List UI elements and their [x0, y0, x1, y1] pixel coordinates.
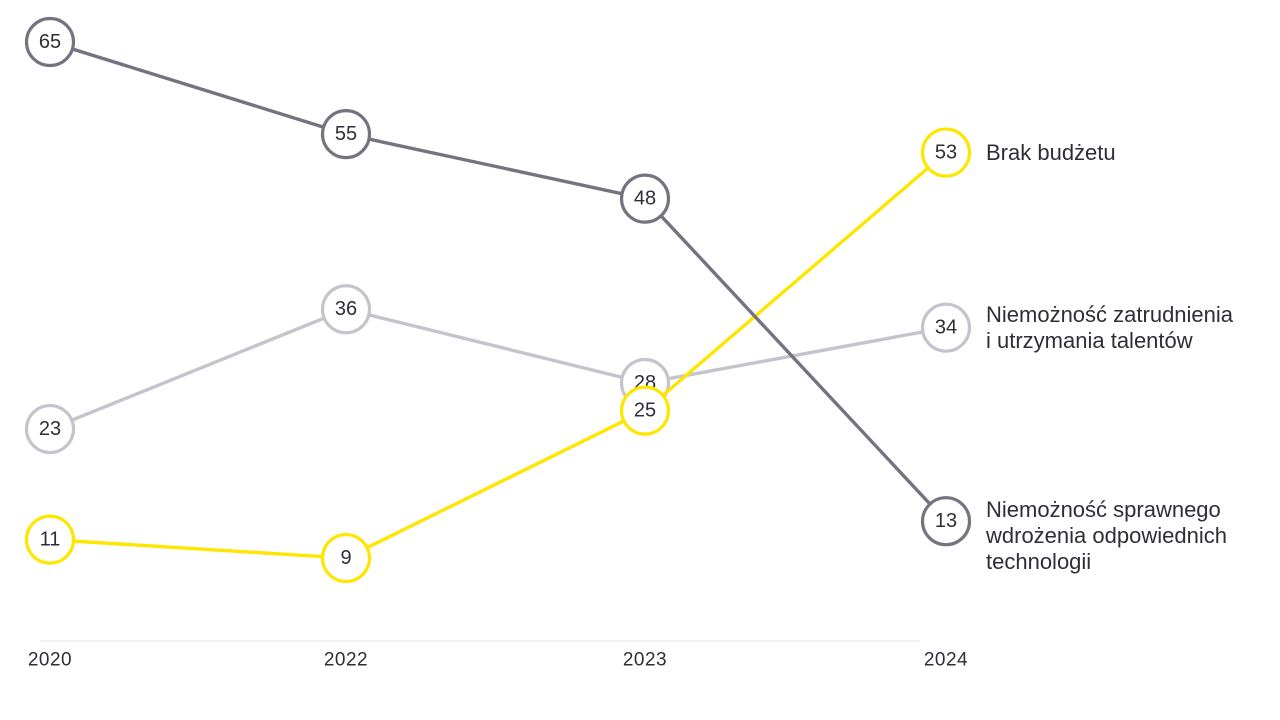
series-line [48, 307, 948, 431]
data-point-circle [920, 496, 972, 547]
series-line [48, 150, 948, 560]
data-point-circle [24, 16, 76, 68]
data-point-circle [320, 532, 372, 584]
series-label-line: Niemożność sprawnego [986, 497, 1221, 523]
data-point-value: 36 [335, 298, 357, 320]
data-point-value: 48 [634, 188, 656, 210]
data-point-circle [24, 403, 76, 455]
series-label-line: technologii [986, 549, 1092, 575]
data-point-value: 11 [40, 529, 61, 551]
data-point-circle [920, 127, 972, 178]
data-point-value: 53 [935, 142, 957, 164]
data-point-value: 13 [935, 510, 957, 532]
data-point-value: 65 [39, 31, 61, 53]
data-point-circle [920, 302, 972, 353]
data-point-value: 55 [335, 123, 357, 145]
x-tick-label: 2022 [324, 650, 368, 671]
series-label: Brak budżetu [986, 140, 1280, 166]
x-tick-label: 2023 [623, 650, 667, 671]
data-point-circle [24, 514, 76, 565]
data-point-circle [320, 109, 372, 160]
data-point-circle [619, 173, 671, 224]
series-line [48, 40, 948, 523]
series-label: Niemożność zatrudnienia i utrzymania tale… [986, 302, 1280, 354]
x-tick-label: 2020 [28, 650, 72, 671]
series-label-line: Brak budżetu [986, 139, 1116, 165]
data-point-value: 25 [634, 400, 656, 422]
data-point-value: 9 [340, 547, 351, 569]
x-tick-label: 2024 [924, 650, 968, 671]
data-point-value: 23 [39, 418, 61, 440]
series-label: Niemożność sprawnego wdrożenia odpowiedni… [986, 497, 1280, 575]
series-label-line: Niemożność zatrudnienia [986, 301, 1234, 327]
series-label-line: wdrożenia odpowiednich [986, 523, 1227, 549]
data-point-value: 34 [935, 317, 957, 339]
data-point-circle [619, 385, 671, 436]
data-point-circle [320, 284, 372, 335]
series-label-line: i utrzymania talentów [986, 327, 1193, 353]
